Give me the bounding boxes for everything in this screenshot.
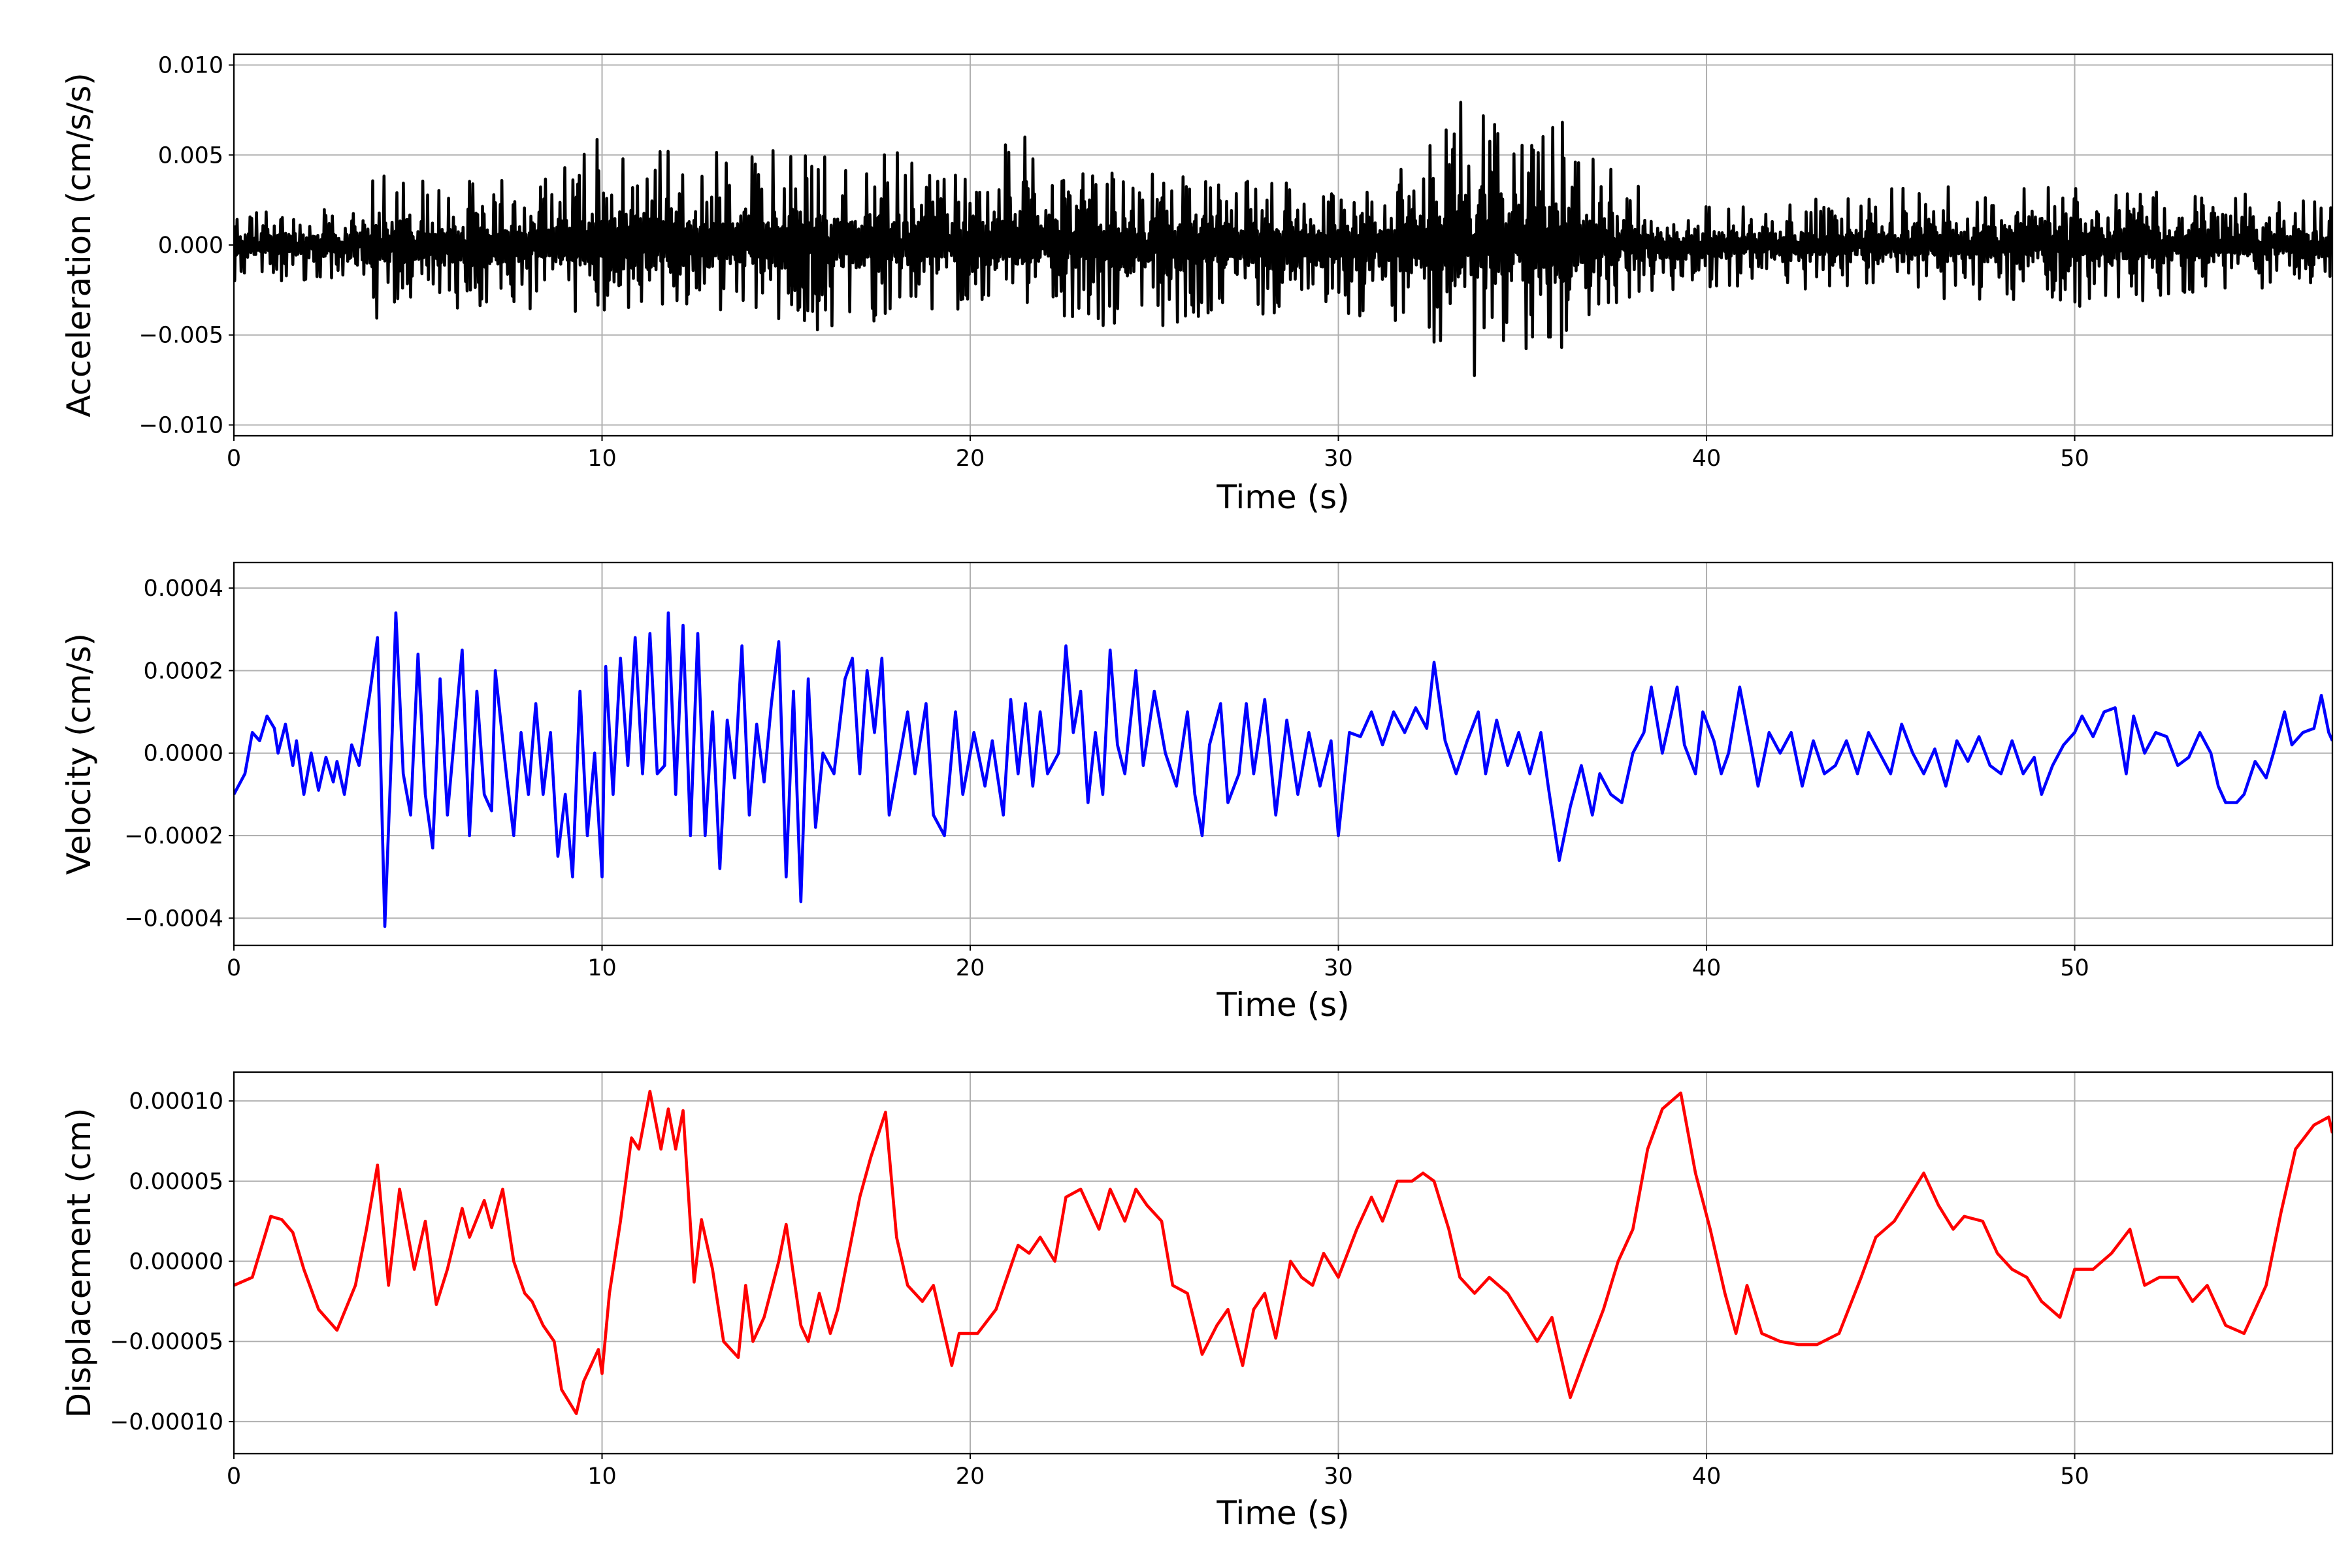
y-axis-label: Velocity (cm/s) [60,633,98,875]
x-tick-label: 30 [1324,446,1353,472]
acceleration-series-line [234,101,2332,378]
panel-velocity: 0 10 20 30 40 50 0.0004 0.0002 0.0000 −0.0002 −0.0… [60,561,2334,1024]
x-tick-label: 0 [227,1463,241,1490]
y-tick-label: 0.010 [158,53,223,79]
x-tick-label: 20 [956,1463,985,1490]
x-axis-label: Time (s) [1216,478,1349,516]
y-tick-label: 0.000 [158,233,223,259]
x-tick-label: 0 [227,955,241,981]
y-tick-label: 0.0004 [144,576,223,602]
x-tick-label: 50 [2060,955,2089,981]
x-tick-label: 50 [2060,446,2089,472]
x-tick-label: 30 [1324,955,1353,981]
y-tick-label: −0.0002 [124,823,223,849]
x-tick-label: 40 [1692,446,1722,472]
y-tick-label: 0.00010 [129,1088,223,1115]
axes-frame [233,1071,2334,1455]
x-tick-label: 20 [956,955,985,981]
y-tick-label: 0.00005 [129,1169,223,1195]
y-tick-label: −0.00010 [110,1409,223,1435]
x-tick-label: 20 [956,446,985,472]
x-tick-label: 0 [227,446,241,472]
axes-frame [233,53,2334,437]
x-tick-label: 10 [587,955,617,981]
x-tick-label: 40 [1692,955,1722,981]
axes-frame [233,561,2334,947]
y-axis-label: Acceleration (cm/s/s) [60,73,98,417]
y-tick-label: 0.0002 [144,658,223,684]
x-tick-label: 40 [1692,1463,1722,1490]
x-axis-label: Time (s) [1216,1494,1349,1532]
y-axis-label: Displacement (cm) [60,1108,98,1418]
x-tick-label: 30 [1324,1463,1353,1490]
panel-acceleration: 0 10 20 30 40 50 0.010 0.005 0.000 −0.005 −0.010 Ti… [60,53,2334,516]
y-tick-label: 0.0000 [144,741,223,767]
y-tick-label: 0.005 [158,142,223,169]
y-tick-label: 0.00000 [129,1249,223,1275]
x-tick-label: 50 [2060,1463,2089,1490]
panel-displacement: 0 10 20 30 40 50 0.00010 0.00005 0.00000 −0.00005… [60,1071,2334,1532]
x-tick-label: 10 [587,446,617,472]
y-tick-label: −0.005 [139,323,223,349]
displacement-series-line [234,1090,2332,1415]
x-tick-label: 10 [587,1463,617,1490]
y-tick-label: −0.010 [139,412,223,438]
y-tick-label: −0.0004 [124,906,223,932]
velocity-series-line [234,611,2332,928]
y-tick-label: −0.00005 [110,1329,223,1355]
x-axis-label: Time (s) [1216,986,1349,1024]
